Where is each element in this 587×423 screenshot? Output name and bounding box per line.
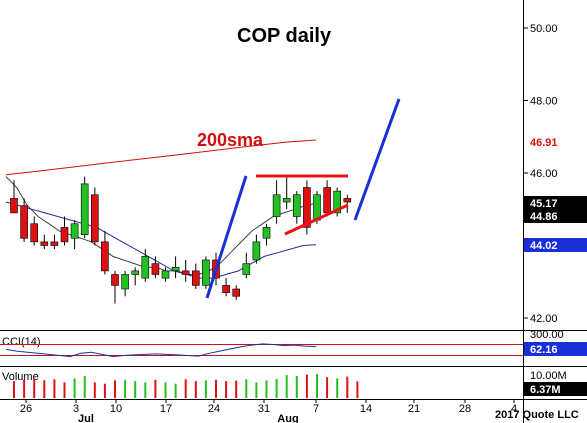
chart-title: COP daily bbox=[237, 25, 332, 47]
candle-body bbox=[111, 274, 119, 286]
candle-body bbox=[101, 241, 109, 272]
candle-body bbox=[222, 285, 230, 293]
price-tick-label: 46.00 bbox=[530, 168, 558, 180]
date-tick-label: 7 bbox=[313, 403, 319, 415]
candle-body bbox=[10, 198, 18, 214]
candle-body bbox=[60, 227, 69, 243]
volume-value-tag-bg bbox=[524, 382, 587, 396]
date-tick-label: 26 bbox=[20, 403, 32, 415]
ma-line-short-ma bbox=[5, 176, 317, 275]
candle-body bbox=[141, 256, 150, 279]
candle-body bbox=[202, 259, 210, 286]
candle-body bbox=[121, 274, 129, 290]
date-tick-label: 28 bbox=[459, 403, 471, 415]
volume-label: Volume bbox=[2, 371, 39, 383]
cci-value-tag: 62.16 bbox=[530, 344, 558, 356]
candle-body bbox=[171, 266, 180, 272]
date-axis: 26 3 10 17 24 31 7 14 21 28 4 Jul Aug bbox=[20, 399, 517, 423]
candle-body bbox=[151, 263, 160, 275]
trendline-up-2 bbox=[353, 98, 401, 221]
date-tick-label: 3 bbox=[73, 403, 79, 415]
cci-axis-label: 300.00 bbox=[530, 329, 564, 341]
date-tick-label: 31 bbox=[258, 403, 270, 415]
ma-line-200sma bbox=[5, 139, 317, 176]
candle-body bbox=[262, 227, 271, 239]
candle-body bbox=[272, 194, 281, 217]
cci-value-tag-bg bbox=[524, 342, 587, 356]
candle-body bbox=[252, 241, 261, 261]
date-tick-label: 14 bbox=[360, 403, 372, 415]
candle-body bbox=[323, 187, 331, 214]
candle-body bbox=[181, 270, 190, 275]
sma-annotation: 200sma bbox=[197, 130, 264, 150]
volume-panel: 10.00M 6.37M bbox=[13, 370, 587, 398]
price-tag-bg bbox=[524, 209, 587, 223]
price-tag-value: 44.86 bbox=[530, 211, 558, 223]
price-tick-label: 48.00 bbox=[530, 96, 558, 108]
watermark: 2017 Quote LLC bbox=[495, 409, 579, 421]
candle-body bbox=[313, 194, 321, 221]
candle-body bbox=[80, 183, 89, 235]
cci-line bbox=[5, 343, 317, 358]
date-tick-label: 24 bbox=[208, 403, 220, 415]
support-line bbox=[284, 203, 349, 236]
volume-axis-label: 10.00M bbox=[530, 370, 567, 382]
price-tag-bg bbox=[524, 196, 587, 210]
trendline-up-1 bbox=[205, 175, 248, 299]
candle-body bbox=[131, 270, 139, 275]
trend-drawings bbox=[205, 98, 401, 299]
price-tick-label: 50.00 bbox=[530, 23, 558, 35]
candle-body bbox=[161, 270, 170, 279]
volume-value-tag: 6.37M bbox=[530, 384, 561, 396]
price-tick-label: 42.00 bbox=[530, 313, 558, 325]
price-tag-value: 45.17 bbox=[530, 198, 558, 210]
date-tick-label: 4 bbox=[511, 403, 517, 415]
price-tag-value: 44.02 bbox=[530, 240, 558, 252]
candle-body bbox=[333, 190, 342, 214]
candle-body bbox=[50, 241, 59, 246]
candlestick-series bbox=[10, 176, 352, 304]
candle-body bbox=[343, 198, 352, 203]
candle-body bbox=[91, 194, 99, 243]
candle-body bbox=[30, 223, 39, 243]
candle-body bbox=[242, 263, 251, 275]
price-tag-bg bbox=[524, 135, 587, 150]
candle-body bbox=[303, 187, 311, 228]
price-tag-value: 46.91 bbox=[530, 137, 558, 149]
cci-label: CCI(14) bbox=[2, 336, 41, 348]
month-label: Jul bbox=[78, 413, 94, 423]
cci-panel: 300.00 62.16 bbox=[0, 329, 587, 358]
candle-body bbox=[282, 198, 291, 203]
candle-body bbox=[40, 241, 49, 246]
candle-body bbox=[192, 270, 200, 286]
ma-line-long-ma bbox=[5, 201, 317, 279]
candle-body bbox=[20, 205, 28, 239]
date-tick-label: 10 bbox=[110, 403, 122, 415]
month-label: Aug bbox=[277, 413, 298, 423]
candle-body bbox=[70, 223, 79, 239]
date-tick-label: 21 bbox=[408, 403, 420, 415]
price-tag-bg bbox=[524, 238, 587, 252]
date-tick-label: 17 bbox=[160, 403, 172, 415]
candle-body bbox=[232, 288, 240, 297]
candle-body bbox=[292, 194, 301, 217]
moving-averages bbox=[5, 139, 317, 279]
